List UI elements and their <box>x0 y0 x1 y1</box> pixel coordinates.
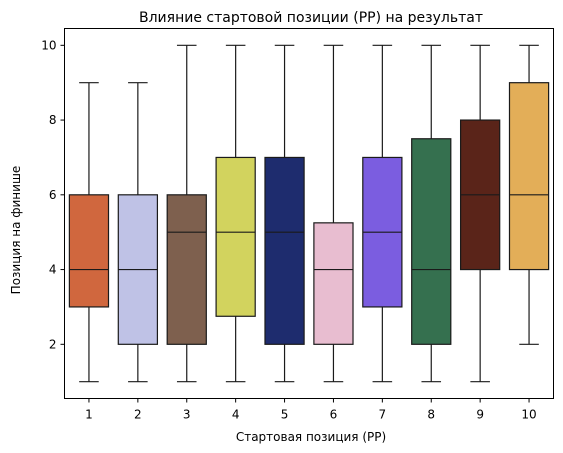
x-tick-label: 7 <box>379 408 387 422</box>
x-tick-label: 2 <box>134 408 142 422</box>
y-axis-label: Позиция на финише <box>9 166 23 295</box>
y-tick-label: 4 <box>49 263 57 277</box>
x-tick-label: 5 <box>281 408 289 422</box>
x-tick-label: 10 <box>521 408 536 422</box>
box-8 <box>411 138 452 345</box>
box-10 <box>508 82 550 271</box>
y-tick-label: 2 <box>49 337 57 351</box>
box-6 <box>313 222 354 345</box>
x-tick-label: 4 <box>232 408 240 422</box>
x-tick-label: 6 <box>330 408 338 422</box>
axes-frame <box>64 28 554 399</box>
box-3 <box>166 194 207 345</box>
box-1 <box>68 194 110 308</box>
y-tick-label: 8 <box>49 113 57 127</box>
chart-title: Влияние стартовой позиции (PP) на резуль… <box>139 10 483 26</box>
x-tick-label: 3 <box>183 408 191 422</box>
x-tick-label: 9 <box>476 408 484 422</box>
box-5 <box>264 156 305 345</box>
x-tick-label: 1 <box>85 408 93 422</box>
x-axis-label: Стартовая позиция (PP) <box>236 430 386 444</box>
box-4 <box>215 156 256 317</box>
y-tick-label: 6 <box>49 188 57 202</box>
x-tick-label: 8 <box>427 408 435 422</box>
y-tick-label: 10 <box>41 38 56 52</box>
